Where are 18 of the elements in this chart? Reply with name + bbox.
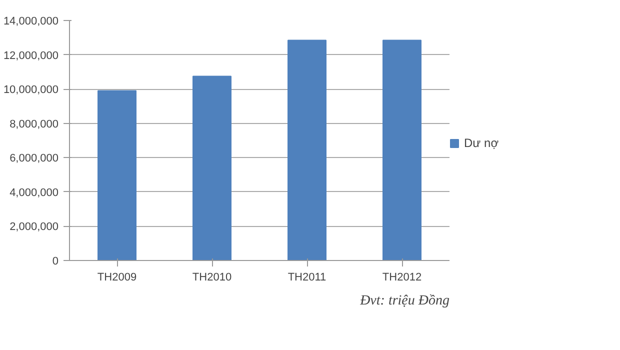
text: Đvt: triệu Đồng (359, 294, 450, 308)
y-tick-label: 2,000,000 (10, 221, 58, 234)
bar (382, 40, 422, 260)
bar (192, 76, 232, 260)
y-tick-label: 4,000,000 (10, 186, 58, 199)
bar (98, 90, 136, 260)
bar (288, 40, 326, 260)
y-tick-label: 0 (52, 256, 59, 268)
y-tick-label: 12,000,000 (3, 50, 59, 62)
x-tick-label: TH2011 (288, 272, 326, 284)
y-tick-label: 10,000,000 (3, 84, 59, 96)
y-tick-label: 8,000,000 (10, 118, 58, 130)
x-tick-label: TH2012 (382, 272, 422, 284)
y-tick-label: 6,000,000 (10, 152, 58, 165)
y-tick-label: 14,000,000 (3, 16, 59, 28)
legend-label: Dư nợ (464, 136, 499, 150)
x-tick-label: TH2009 (97, 272, 137, 284)
x-tick-label: TH2010 (192, 272, 232, 284)
